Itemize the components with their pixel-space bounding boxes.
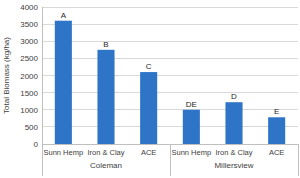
bar: [97, 50, 114, 144]
group-label: Millersview: [214, 161, 253, 170]
y-tick-label: 1500: [20, 89, 38, 98]
grid-line: [42, 126, 298, 127]
x-tick-label: Iron & Clay: [87, 148, 124, 157]
bar: [140, 72, 157, 144]
bar-annotation: D: [231, 92, 237, 101]
grid-line: [42, 41, 298, 42]
grid-line: [42, 92, 298, 93]
y-axis-label: Total Biomass (kg/ha): [2, 37, 11, 114]
bar: [225, 102, 242, 144]
group-separator: [298, 144, 299, 176]
bar-annotation: B: [103, 40, 108, 49]
y-tick-label: 3000: [20, 37, 38, 46]
y-tick-label: 0: [34, 140, 39, 149]
bar-annotation: A: [61, 11, 67, 20]
y-tick-label: 500: [25, 123, 39, 132]
y-tick-label: 1000: [20, 106, 38, 115]
x-tick-label: Sunn Hemp: [172, 148, 212, 157]
bar: [55, 21, 72, 144]
x-tick-label: Sunn Hemp: [44, 148, 84, 157]
y-axis-line: [42, 7, 43, 144]
x-tick-label: ACE: [269, 148, 284, 157]
chart-container: 0 500 1000 1500 2000 2500 3000 3500 4000 Total Bi…: [0, 0, 300, 178]
y-tick-label: 2500: [20, 54, 38, 63]
bar-annotation: DE: [186, 100, 197, 109]
chart: 0 500 1000 1500 2000 2500 3000 3500 4000 Total Bi…: [0, 0, 300, 178]
bar: [268, 117, 285, 144]
x-tick-label: Iron & Clay: [215, 148, 252, 157]
bars: [55, 21, 285, 144]
group-label: Coleman: [90, 161, 122, 170]
y-tick-label: 4000: [20, 3, 38, 12]
bar: [183, 110, 200, 144]
grid-line: [42, 58, 298, 59]
y-tick-label: 2000: [20, 72, 38, 81]
bar-annotation: C: [146, 62, 152, 71]
grid-line: [42, 7, 298, 8]
bar-annotation: E: [274, 107, 279, 116]
group-separator: [42, 144, 43, 176]
y-tick-label: 3500: [20, 20, 38, 29]
x-tick-label: ACE: [141, 148, 156, 157]
grid-line: [42, 109, 298, 110]
grid-line: [42, 75, 298, 76]
group-separator: [170, 144, 171, 176]
grid-line: [42, 24, 298, 25]
